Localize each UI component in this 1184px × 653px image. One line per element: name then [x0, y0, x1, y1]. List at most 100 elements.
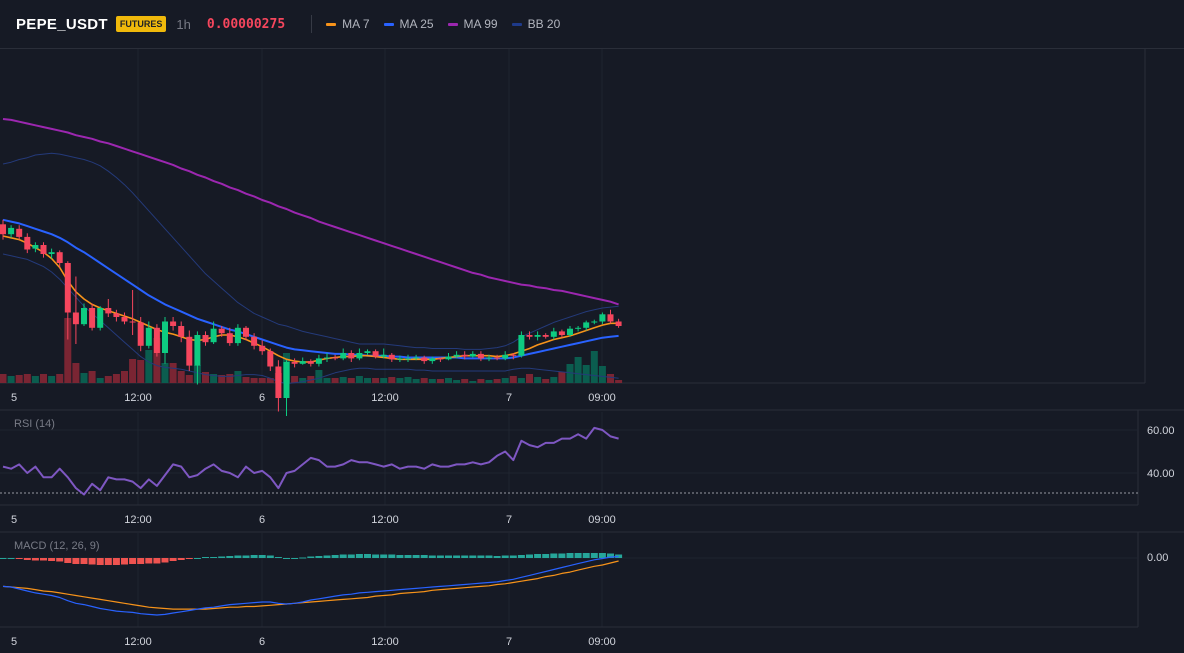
main-time-label: 09:00: [588, 392, 616, 404]
volume-bar: [436, 379, 444, 383]
macd-histogram-bar: [404, 555, 412, 558]
rsi-time-label: 7: [506, 514, 512, 526]
macd-histogram-bar: [428, 555, 436, 558]
last-price: 0.00000275: [206, 16, 286, 32]
macd-histogram-bar: [526, 554, 533, 558]
legend-item-ma-25[interactable]: MA 25: [383, 17, 434, 31]
candle-body: [388, 354, 395, 360]
candle-body: [64, 263, 71, 313]
volume-bar: [80, 373, 88, 383]
candle-body: [413, 357, 420, 359]
candle-body: [396, 358, 403, 360]
volume-bar: [598, 366, 606, 383]
volume-bar: [582, 365, 590, 383]
rsi-time-label: 5: [11, 514, 17, 526]
macd-histogram-bar: [242, 555, 250, 558]
macd-histogram-bar: [258, 555, 266, 558]
volume-bar: [64, 318, 72, 383]
candle-body: [583, 322, 590, 328]
legend-label: BB 20: [527, 17, 561, 31]
candle-body: [534, 335, 541, 337]
candle-body: [162, 321, 168, 353]
macd-histogram-bar: [380, 554, 388, 558]
volume-bar: [315, 370, 323, 383]
macd-histogram-bar: [274, 557, 282, 558]
macd-histogram-bar: [121, 558, 128, 565]
candle-body: [153, 327, 160, 353]
volume-bar: [542, 379, 550, 383]
macd-histogram-bar: [177, 558, 185, 560]
main-time-label: 5: [11, 392, 17, 404]
candle-body: [121, 317, 128, 322]
macd-histogram-bar: [388, 554, 396, 558]
macd-histogram-bar: [517, 555, 525, 558]
volume-bar: [380, 378, 388, 383]
candle-body: [526, 335, 533, 337]
legend-swatch: [447, 22, 458, 26]
macd-histogram-bar: [615, 554, 623, 558]
legend-item-bb-20[interactable]: BB 20: [511, 17, 561, 31]
candle-body: [567, 328, 573, 335]
candle-body: [437, 358, 444, 360]
volume-bar: [526, 374, 533, 383]
candle-body: [469, 353, 476, 357]
macd-signal-line: [2, 560, 619, 610]
macd-histogram-bar: [574, 553, 582, 558]
macd-histogram-bar: [590, 553, 598, 558]
interval-selector[interactable]: 1h: [176, 16, 191, 32]
candle-body: [477, 353, 484, 359]
macd-histogram-bar: [299, 557, 307, 559]
volume-bar: [299, 378, 307, 383]
volume-bar: [31, 376, 39, 383]
rsi-time-label: 09:00: [588, 514, 616, 526]
candle-body: [332, 357, 339, 359]
candle-body: [194, 335, 201, 366]
volume-bar: [121, 371, 128, 383]
macd-scale-label: 0.00: [1147, 552, 1168, 564]
volume-bar: [388, 377, 396, 383]
candle-body: [372, 351, 379, 357]
candle-body: [615, 321, 622, 326]
rsi-label: RSI (14): [14, 418, 55, 430]
candle-body: [421, 357, 428, 362]
candle-body: [48, 252, 55, 254]
candle-body: [97, 308, 104, 328]
volume-bar: [258, 378, 266, 383]
macd-histogram-bar: [218, 556, 226, 558]
volume-bar: [396, 378, 404, 383]
volume-bar: [412, 379, 420, 383]
macd-histogram-bar: [509, 555, 517, 558]
volume-bar: [169, 363, 177, 383]
volume-bar: [501, 378, 509, 383]
volume-bar: [469, 381, 477, 383]
legend-item-ma-99[interactable]: MA 99: [447, 17, 498, 31]
volume-bar: [56, 374, 64, 383]
legend-item-ma-7[interactable]: MA 7: [326, 17, 370, 31]
macd-histogram-bar: [145, 558, 153, 564]
macd-histogram-bar: [453, 555, 461, 558]
macd-histogram-bar: [266, 555, 274, 558]
volume-bar: [15, 375, 23, 383]
candle-body: [510, 354, 517, 356]
macd-histogram-bar: [445, 555, 452, 558]
candle-body: [202, 335, 209, 343]
volume-bar: [461, 379, 469, 383]
candle-body: [291, 362, 298, 364]
main-time-label: 6: [259, 392, 265, 404]
macd-time-label: 12:00: [371, 636, 399, 648]
symbol-name[interactable]: PEPE_USDT: [16, 15, 108, 33]
macd-histogram-bar: [56, 558, 64, 562]
volume-bar: [266, 378, 274, 383]
candle-body: [170, 321, 177, 326]
candle-body: [113, 313, 120, 317]
candle-body: [324, 357, 330, 359]
candle-body: [453, 354, 460, 357]
macd-histogram-bar: [185, 558, 193, 559]
rsi-time-label: 12:00: [124, 514, 152, 526]
macd-histogram-bar: [15, 558, 23, 559]
candle-body: [356, 353, 363, 359]
candle-body: [89, 308, 96, 328]
macd-histogram-bar: [48, 558, 56, 561]
macd-label: MACD (12, 26, 9): [14, 540, 100, 552]
